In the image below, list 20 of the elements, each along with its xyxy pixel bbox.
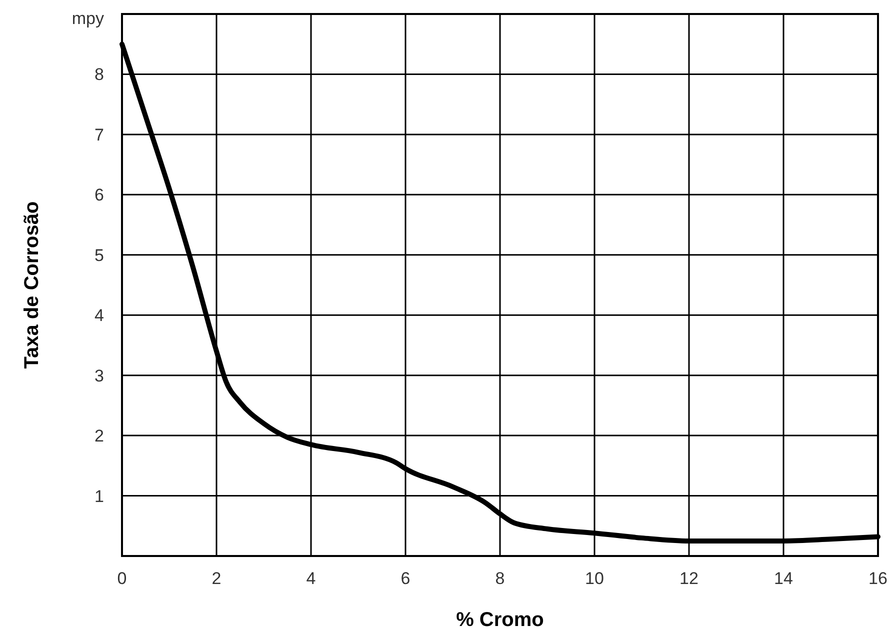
x-axis-title: % Cromo [456,609,544,631]
y-tick-label: 1 [94,486,104,506]
x-tick-label: 8 [495,569,505,588]
y-tick-label: 5 [94,246,104,265]
y-tick-label: 6 [94,186,104,205]
y-axis-title: Taxa de Corrosão [21,201,43,369]
x-tick-label: 14 [774,569,793,588]
x-tick-label: 2 [212,569,222,588]
x-tick-label: 12 [680,569,698,588]
y-tick-label: 8 [94,65,104,84]
y-tick-label: 2 [94,426,104,446]
x-tick-label: 16 [868,569,888,588]
y-tick-label: 7 [94,125,104,144]
x-tick-label: 10 [585,569,604,588]
x-tick-label: 0 [117,569,127,588]
x-tick-label: 6 [400,569,410,588]
y-tick-label: 4 [94,306,104,326]
y-tick-label: 3 [94,366,104,386]
y-tick-label: mpy [72,9,104,28]
x-tick-label: 4 [306,569,316,588]
